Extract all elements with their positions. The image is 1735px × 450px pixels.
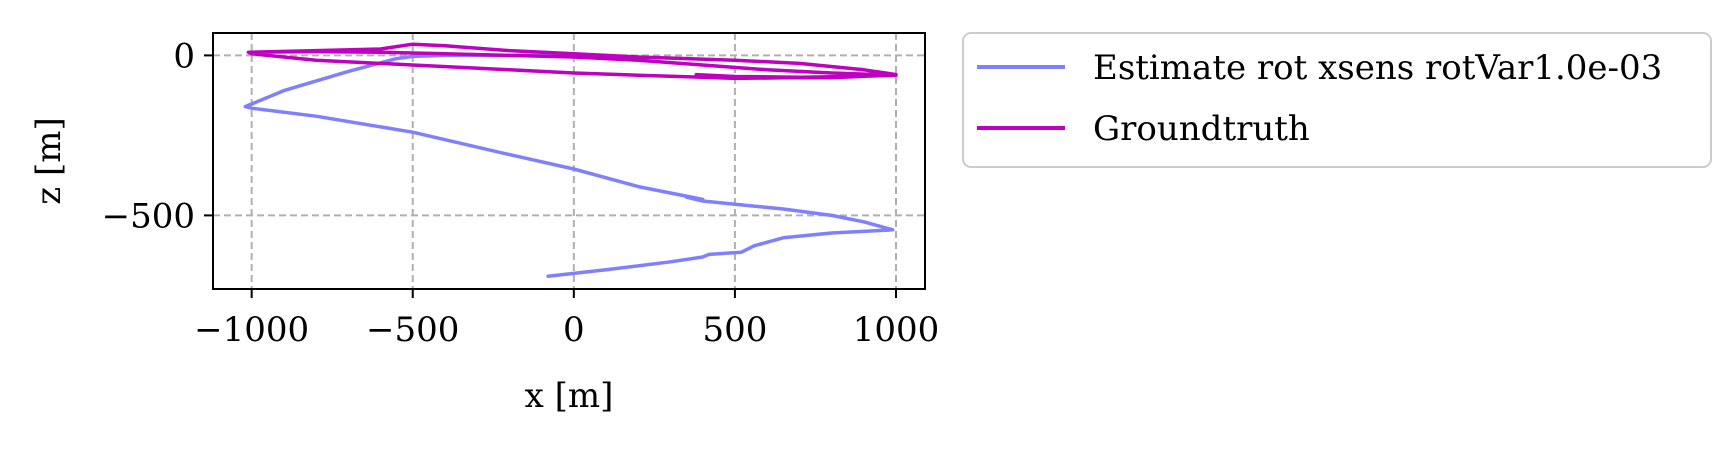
legend-label-estimate: Estimate rot xsens rotVar1.0e-03 (1093, 48, 1662, 88)
x-tick-label: 0 (563, 310, 585, 350)
x-tick-label: −1000 (194, 310, 309, 350)
series-line-groundtruth (246, 42, 898, 81)
legend-frame (962, 32, 1712, 168)
series-line-estimate (243, 53, 895, 278)
series-layer (243, 42, 898, 278)
x-tick-label: 500 (702, 310, 767, 350)
x-axis-label: x [m] (525, 376, 614, 416)
y-axis-label: z [m] (29, 117, 69, 205)
y-tick-label: 0 (173, 36, 195, 76)
legend: Estimate rot xsens rotVar1.0e-03 Groundt… (962, 32, 1712, 168)
plot-frame (212, 32, 926, 290)
y-tick-label: −500 (102, 196, 195, 236)
tick-layer: −1000 −500 0 500 1000 0 −500 (102, 36, 940, 350)
x-tick-label: 1000 (853, 310, 940, 350)
legend-label-groundtruth: Groundtruth (1093, 109, 1310, 149)
x-tick-label: −500 (366, 310, 459, 350)
